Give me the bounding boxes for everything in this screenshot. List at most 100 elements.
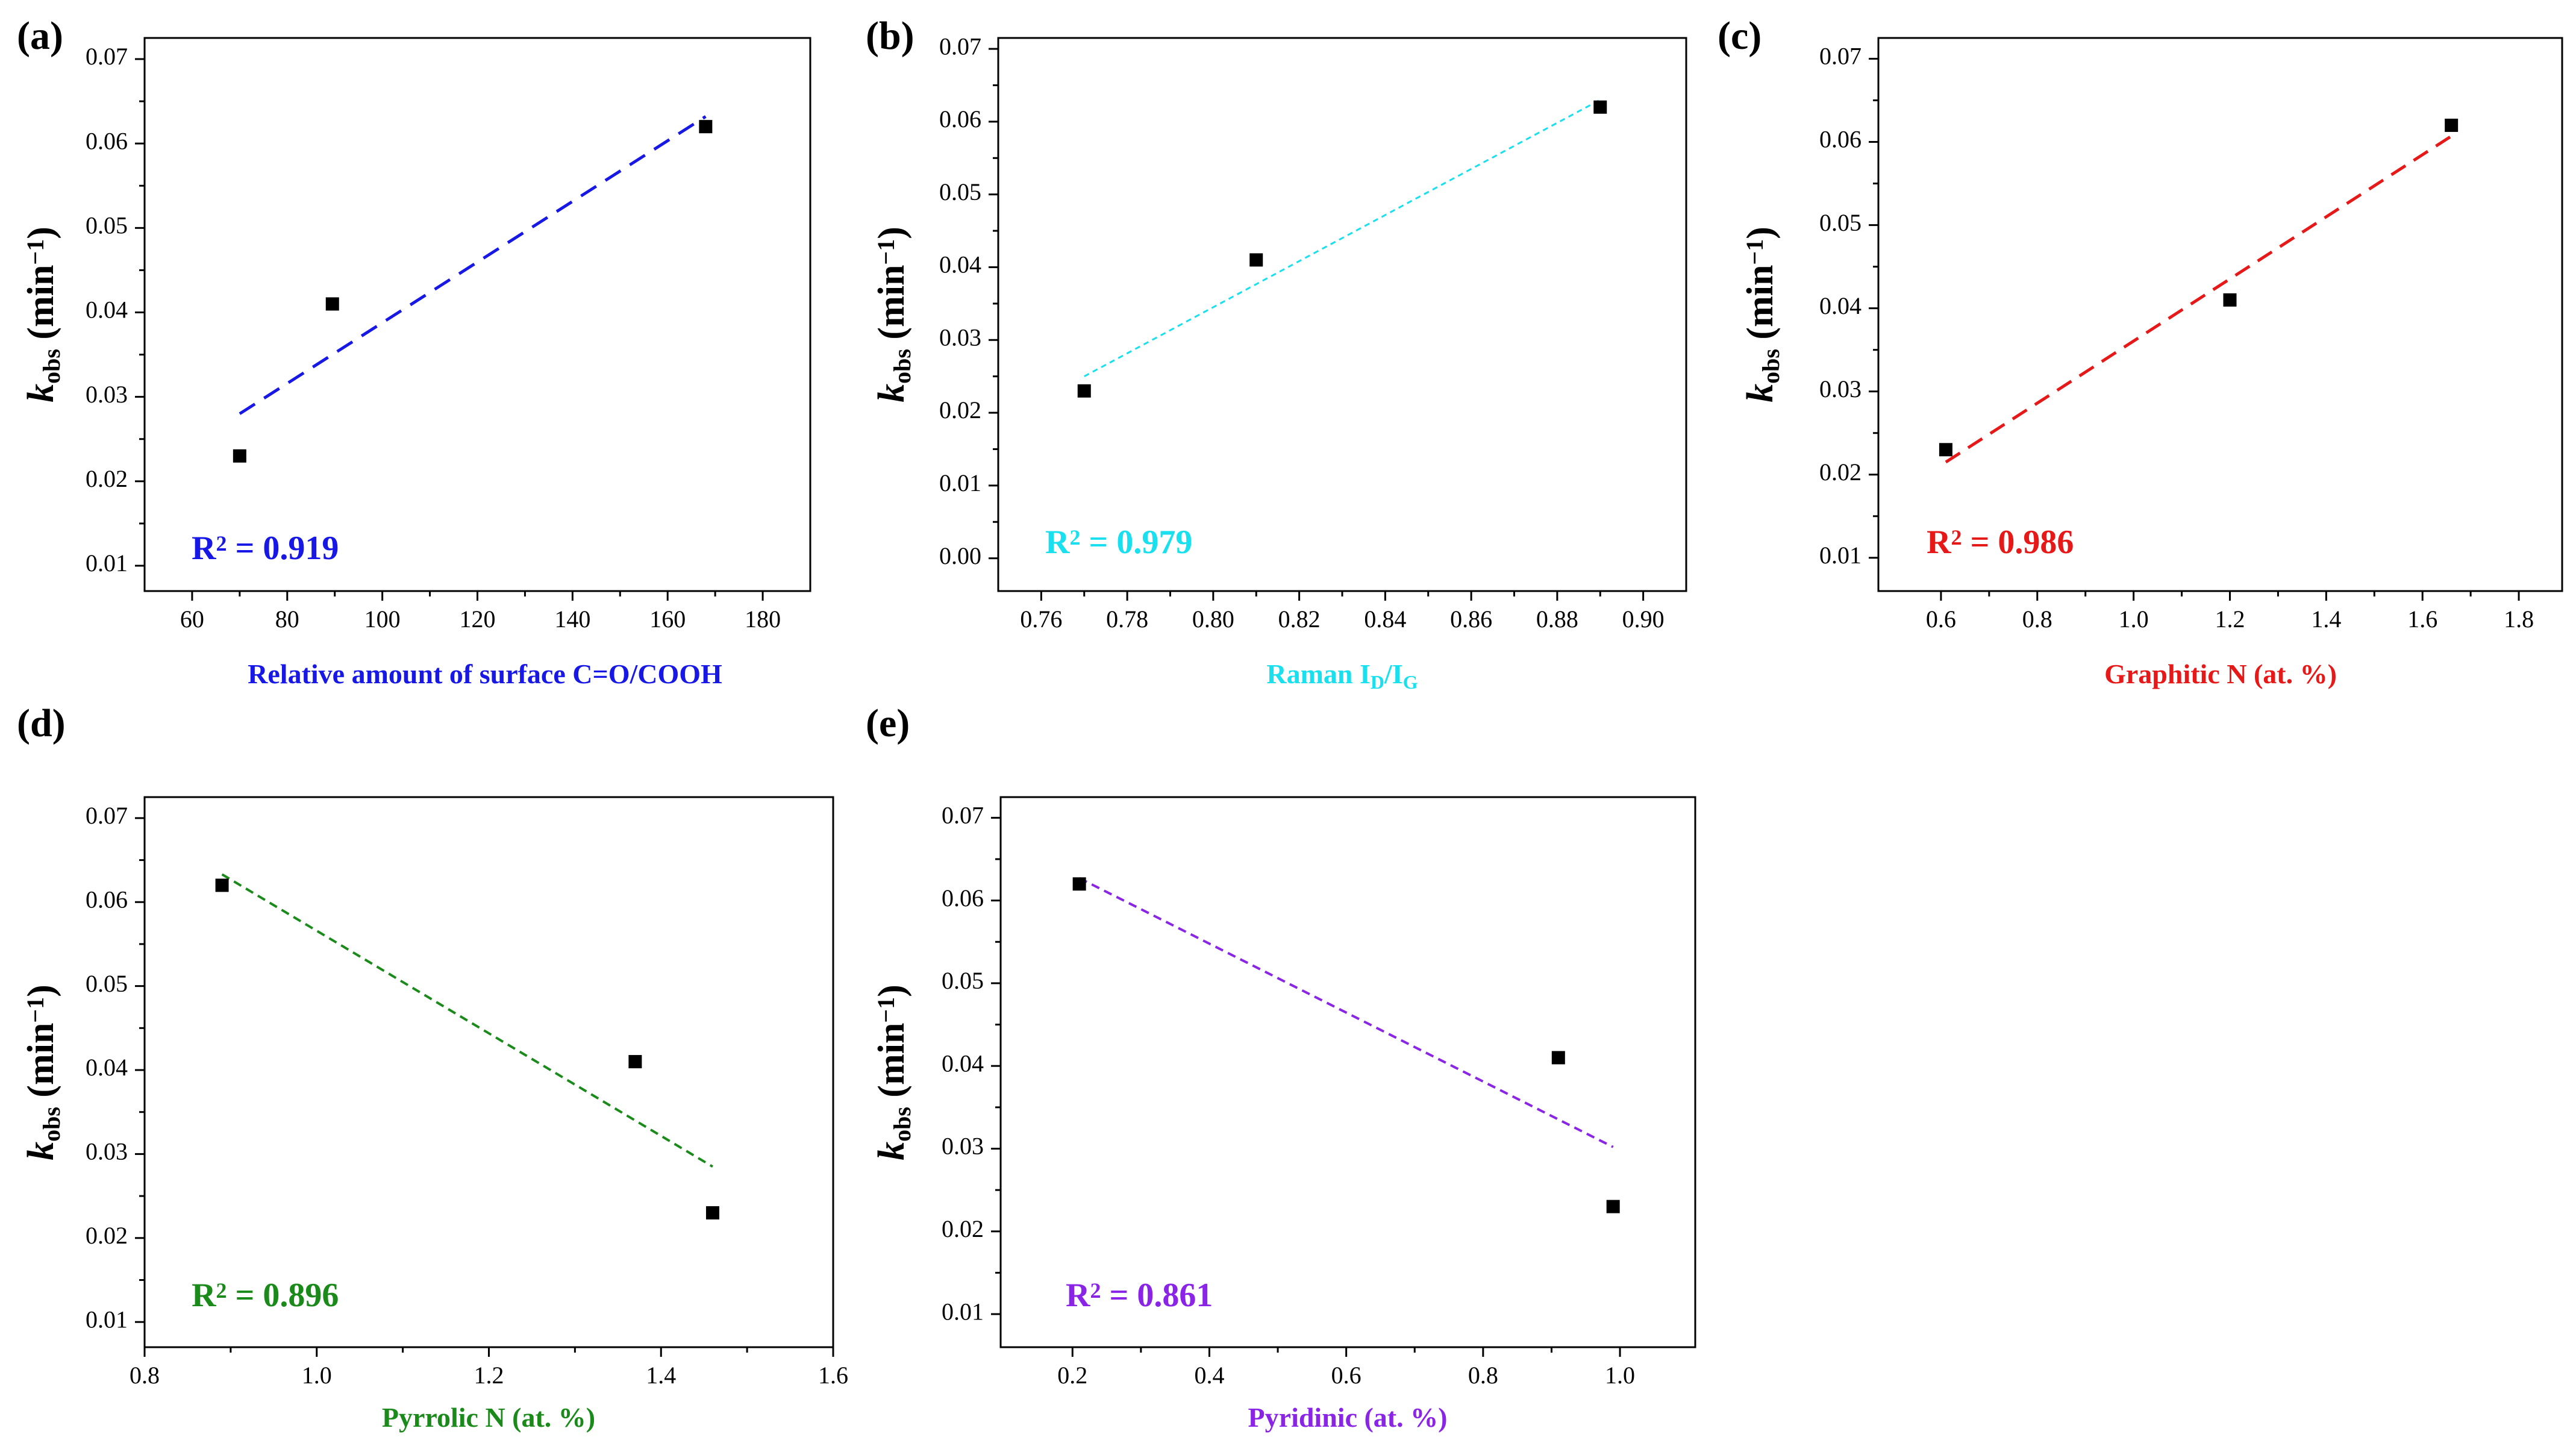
x-tick-label: 0.8: [2022, 606, 2052, 633]
panel-c: (c) 0.6 0.8 1.0 1.2 1.4 1.6 1.8 0.01 0.02 0.03 0.04…: [1718, 14, 2563, 689]
y-tick-label: 0.02: [86, 465, 128, 492]
y-tick-label: 0.03: [86, 381, 128, 408]
plot-frame: [1877, 37, 2563, 592]
data-point: [325, 297, 339, 311]
data-point: [2223, 293, 2237, 307]
y-tick-label: 0.06: [86, 127, 128, 154]
y-tick-label: 0.03: [1819, 375, 1862, 402]
y-tick-label: 0.01: [86, 1306, 128, 1333]
x-tick-label: 80: [275, 606, 299, 633]
r2-annotation: R2 = 0.986: [1927, 524, 2074, 561]
r2-annotation: R2 = 0.919: [192, 530, 339, 567]
plot-frame: [997, 37, 1687, 592]
x-tick-label: 1.4: [2311, 606, 2341, 633]
plot-frame: [999, 796, 1696, 1348]
x-tick-label: 0.80: [1192, 606, 1234, 633]
y-tick-label: 0.03: [942, 1133, 984, 1160]
data-point: [1249, 253, 1263, 267]
r2-annotation: R2 = 0.896: [192, 1277, 339, 1314]
x-tick-label: 100: [364, 606, 401, 633]
x-tick-label: 0.76: [1020, 606, 1062, 633]
y-tick-label: 0.05: [942, 967, 984, 994]
x-tick-label: 0.2: [1057, 1362, 1087, 1389]
y-tick-label: 0.00: [939, 542, 981, 569]
data-point: [628, 1055, 642, 1069]
x-tick-label: 0.4: [1194, 1362, 1224, 1389]
fit-line: [1945, 134, 2453, 464]
y-tick-label: 0.02: [86, 1222, 128, 1249]
y-tick-label: 0.06: [86, 886, 128, 913]
r2-annotation: R2 = 0.861: [1066, 1277, 1213, 1314]
panel-label: (c): [1718, 14, 1762, 58]
y-tick-label: 0.05: [86, 212, 128, 239]
data-point: [699, 120, 713, 134]
y-axis-label-group: kobs (min−1): [871, 227, 916, 402]
panel-label: (d): [17, 701, 66, 745]
y-tick-label: 0.01: [1819, 542, 1862, 569]
panel-label: (e): [866, 701, 910, 745]
x-axis-label: Pyrrolic N (at. %): [382, 1402, 595, 1433]
panel-label: (a): [17, 14, 63, 58]
x-tick-label: 140: [554, 606, 590, 633]
y-tick-label: 0.03: [939, 324, 981, 351]
y-axis-label-group: kobs (min−1): [1740, 227, 1784, 402]
x-tick-label: 1.8: [2504, 606, 2534, 633]
data-point: [1072, 877, 1086, 891]
y-tick-label: 0.04: [1819, 292, 1862, 319]
x-tick-label: 0.6: [1926, 606, 1956, 633]
x-tick-label: 0.86: [1450, 606, 1492, 633]
x-tick-label: 1.0: [302, 1362, 332, 1389]
y-tick-label: 0.02: [939, 396, 981, 424]
y-axis-label-group: kobs (min−1): [20, 984, 65, 1160]
y-axis-label-group: kobs (min−1): [871, 984, 916, 1160]
data-point: [705, 1206, 719, 1219]
x-tick-label: 0.84: [1364, 606, 1406, 633]
fit-line: [221, 873, 713, 1168]
x-tick-label: 0.8: [1468, 1362, 1498, 1389]
panel-a: (a) 60 80 100 120 140 160 180 0.01 0.02 0.03 0.04 0.…: [17, 14, 811, 689]
data-point: [233, 449, 246, 463]
y-tick-label: 0.07: [86, 802, 128, 829]
x-tick-label: 1.2: [474, 1362, 504, 1389]
panel-d: (d) 0.8 1.0 1.2 1.4 1.6 0.01 0.02 0.03 0.04 0.05 0.…: [17, 701, 848, 1433]
x-tick-label: 60: [180, 606, 204, 633]
y-tick-label: 0.01: [939, 469, 981, 496]
x-tick-label: 0.6: [1331, 1362, 1361, 1389]
data-point: [1939, 443, 1952, 457]
y-axis-label: kobs (min−1): [871, 227, 916, 402]
x-tick-label: 1.0: [1605, 1362, 1635, 1389]
data-point: [1606, 1200, 1620, 1213]
data-point: [1593, 100, 1607, 114]
x-tick-label: 0.8: [130, 1362, 160, 1389]
x-axis-label: Raman ID/IG: [1266, 659, 1418, 693]
y-tick-label: 0.05: [1819, 209, 1862, 236]
y-axis-label: kobs (min−1): [871, 984, 916, 1160]
y-tick-label: 0.05: [939, 178, 981, 205]
x-tick-label: 160: [649, 606, 686, 633]
data-point: [2445, 118, 2459, 132]
y-tick-label: 0.04: [86, 296, 128, 324]
x-axis-label: Pyridinic (at. %): [1248, 1402, 1448, 1433]
x-tick-label: 180: [745, 606, 781, 633]
y-axis-label: kobs (min−1): [20, 984, 65, 1160]
y-tick-label: 0.07: [942, 801, 984, 828]
x-tick-label: 0.88: [1536, 606, 1578, 633]
y-axis-label: kobs (min−1): [20, 227, 65, 402]
y-tick-label: 0.06: [942, 884, 984, 912]
r2-annotation: R2 = 0.979: [1045, 524, 1192, 561]
fit-line: [1084, 99, 1601, 377]
x-tick-label: 120: [460, 606, 496, 633]
y-tick-label: 0.07: [86, 43, 128, 70]
x-tick-label: 0.82: [1278, 606, 1321, 633]
y-tick-label: 0.01: [942, 1298, 984, 1325]
x-tick-label: 1.6: [818, 1362, 848, 1389]
x-axis-label: Relative amount of surface C=O/COOH: [248, 659, 722, 689]
fit-line: [1078, 877, 1614, 1148]
x-tick-label: 1.0: [2119, 606, 2149, 633]
data-point: [1077, 384, 1091, 398]
x-tick-label: 0.90: [1622, 606, 1665, 633]
y-tick-label: 0.07: [939, 33, 981, 60]
panel-label: (b): [866, 14, 914, 58]
x-tick-label: 0.78: [1106, 606, 1148, 633]
